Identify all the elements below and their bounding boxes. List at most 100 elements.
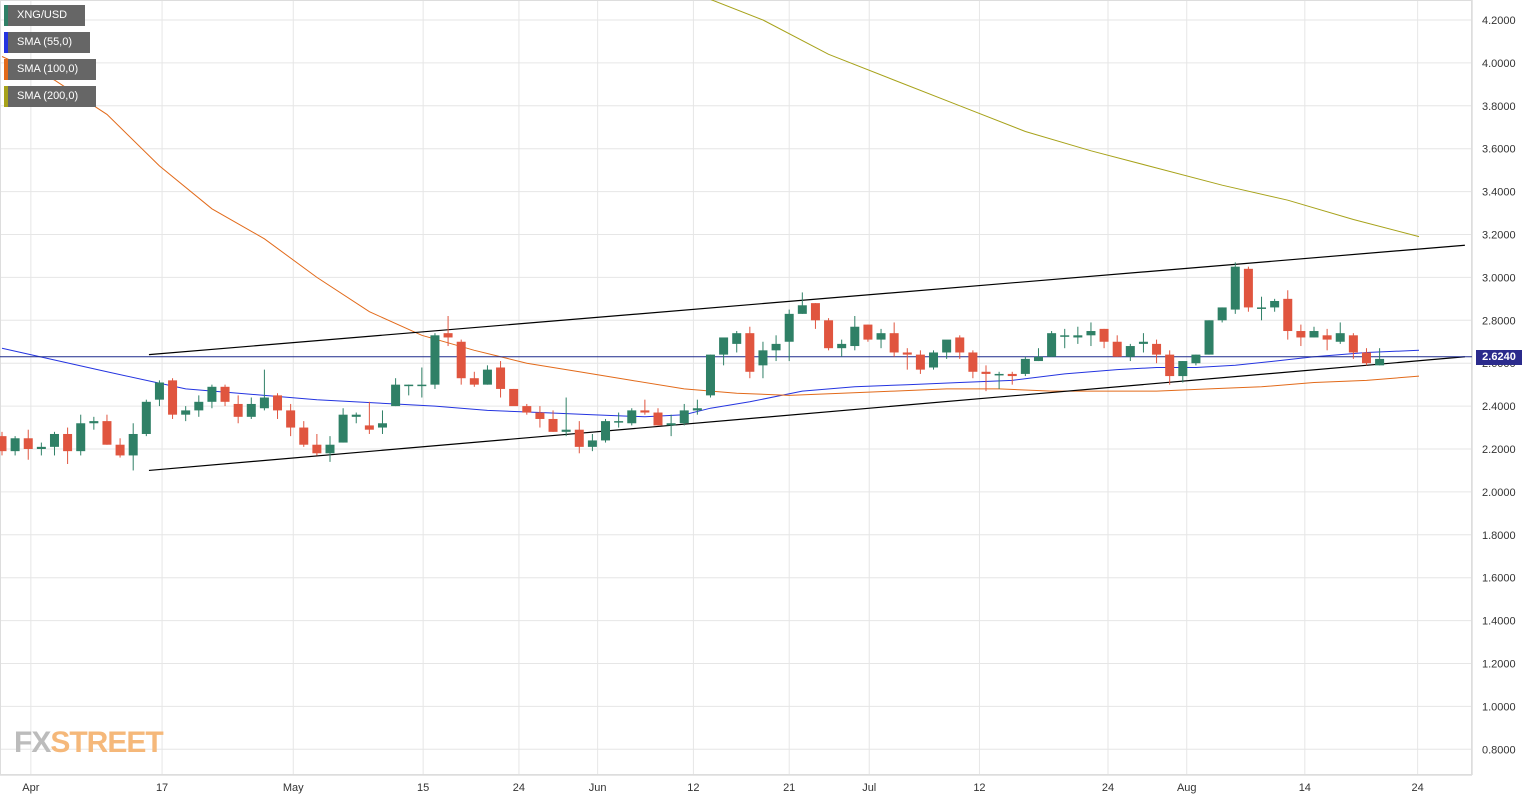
candle-body <box>1165 354 1175 377</box>
candle-body <box>640 410 650 413</box>
fxstreet-logo: FXSTREET <box>14 726 164 759</box>
candle-body <box>1243 268 1253 308</box>
candle-body <box>1178 361 1188 377</box>
candle-body <box>377 423 387 428</box>
y-tick-label: 1.2000 <box>1482 659 1516 671</box>
x-tick-label: 17 <box>156 782 168 794</box>
candle-body <box>23 438 33 449</box>
candle-body <box>994 373 1004 376</box>
candle-body <box>942 339 952 353</box>
candle-body <box>194 401 204 411</box>
y-tick-label: 3.8000 <box>1482 101 1516 113</box>
current-price-tag: 2.6240 <box>1476 350 1522 365</box>
sma-line-1 <box>1 347 1420 418</box>
candle-body <box>1152 343 1162 355</box>
candle-body <box>535 412 545 419</box>
candle-body <box>1007 373 1017 377</box>
candle-body <box>784 313 794 342</box>
candle-body <box>705 354 715 396</box>
candle-body <box>653 412 663 426</box>
x-tick-label: 12 <box>687 782 699 794</box>
y-tick-label: 3.0000 <box>1482 272 1516 284</box>
legend-sma55[interactable]: SMA (55,0) <box>4 32 90 53</box>
candle-body <box>1086 331 1096 336</box>
candle-body <box>259 397 269 409</box>
candle-body <box>430 335 440 385</box>
candle-body <box>1322 335 1332 340</box>
candle-body <box>364 425 374 430</box>
legend-xngusd[interactable]: XNG/USD <box>4 5 85 26</box>
legend-sma100[interactable]: SMA (100,0) <box>4 59 96 80</box>
candle-body <box>102 421 112 445</box>
candle-body <box>810 303 820 321</box>
candle-body <box>758 350 768 366</box>
candle-body <box>0 436 7 452</box>
x-tick-label: 24 <box>1102 782 1114 794</box>
x-tick-label: Jun <box>589 782 607 794</box>
candle-body <box>404 384 414 387</box>
y-tick-label: 4.2000 <box>1482 15 1516 27</box>
candle-body <box>732 333 742 344</box>
candle-body <box>1375 358 1385 366</box>
candle-body <box>548 418 558 432</box>
candle-body <box>522 406 532 413</box>
legend-label: SMA (55,0) <box>17 36 73 48</box>
candle-body <box>876 333 886 340</box>
candle-body <box>154 382 164 400</box>
candle-body <box>456 341 466 379</box>
y-tick-label: 2.0000 <box>1482 487 1516 499</box>
candle-body <box>614 421 624 423</box>
candle-body <box>1204 320 1214 355</box>
candle-body <box>391 384 401 407</box>
candle-body <box>719 337 729 355</box>
candle-body <box>1335 333 1345 342</box>
candle-body <box>233 403 243 417</box>
candle-body <box>246 403 256 417</box>
candle-body <box>561 429 571 432</box>
candle-body <box>10 438 20 452</box>
candle-body <box>745 333 755 372</box>
candle-body <box>312 444 322 454</box>
legend-label: SMA (200,0) <box>17 90 79 102</box>
candle-body <box>1230 266 1240 310</box>
x-tick-label: Aug <box>1177 782 1197 794</box>
candle-body <box>168 380 178 415</box>
x-tick-label: Apr <box>22 782 39 794</box>
candle-body <box>469 378 479 385</box>
candle-body <box>141 401 151 434</box>
candle-body <box>273 395 283 411</box>
y-tick-label: 2.8000 <box>1482 315 1516 327</box>
candle-body <box>574 429 584 447</box>
candle-body <box>797 305 807 314</box>
x-tick-label: 15 <box>417 782 429 794</box>
candle-body <box>1296 331 1306 338</box>
candle-body <box>902 352 912 355</box>
candle-body <box>1073 335 1083 338</box>
candle-body <box>443 333 453 338</box>
candle-body <box>482 369 492 385</box>
candle-body <box>181 410 191 415</box>
candle-body <box>417 384 427 387</box>
y-tick-label: 1.8000 <box>1482 530 1516 542</box>
candle-body <box>286 410 296 428</box>
candle-body <box>981 371 991 374</box>
candle-body <box>863 324 873 340</box>
legend-label: XNG/USD <box>17 9 68 21</box>
candle-body <box>601 421 611 441</box>
candle-body <box>955 337 965 353</box>
candle-body <box>1361 352 1371 364</box>
y-tick-label: 2.4000 <box>1482 401 1516 413</box>
candle-body <box>1257 307 1267 309</box>
legend-sma200[interactable]: SMA (200,0) <box>4 86 96 107</box>
candle-body <box>889 333 899 353</box>
candle-body <box>968 352 978 372</box>
x-tick-label: 12 <box>973 782 985 794</box>
candle-body <box>824 320 834 349</box>
y-tick-label: 1.6000 <box>1482 573 1516 585</box>
candle-body <box>63 433 73 452</box>
sma-line-3 <box>710 0 1420 238</box>
legend-label: SMA (100,0) <box>17 63 79 75</box>
x-tick-label: 14 <box>1299 782 1311 794</box>
candle-body <box>679 410 689 424</box>
